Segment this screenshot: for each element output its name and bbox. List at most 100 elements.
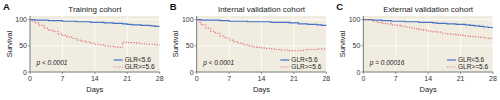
tick-mark — [28, 19, 30, 20]
tick-mark — [195, 19, 197, 20]
grid-line — [493, 16, 494, 72]
legend-label: GLR<5.6 — [125, 56, 152, 63]
tick-label: 28 — [489, 75, 497, 82]
tick-mark — [28, 72, 30, 73]
legend-swatch — [447, 59, 456, 60]
grid-line — [363, 19, 493, 20]
tick-mark — [229, 72, 230, 74]
legend: GLR<5.6GLR>=5.6 — [114, 56, 155, 70]
tick-label: 7 — [227, 75, 231, 82]
y-axis-line — [363, 16, 364, 72]
tick-mark — [428, 72, 429, 74]
tick-label: 14 — [91, 75, 99, 82]
annotation: p < 0.0001 — [202, 59, 234, 67]
panel-label: B — [170, 1, 177, 12]
legend-swatch — [114, 59, 123, 60]
step-line — [197, 20, 327, 26]
step-line — [197, 20, 327, 51]
tick-mark — [361, 19, 363, 20]
tick-label: 21 — [290, 75, 298, 82]
tick-label: 100 — [349, 16, 361, 23]
grid-line — [30, 45, 160, 46]
tick-mark — [196, 72, 197, 74]
series-group — [30, 20, 160, 48]
tick-mark — [94, 72, 95, 74]
plot-background — [197, 16, 327, 72]
legend: GLR<5.6GLR>=5.6 — [280, 56, 321, 70]
tick-mark — [261, 72, 262, 74]
step-line — [30, 20, 160, 48]
tick-label: 28 — [322, 75, 330, 82]
tick-label: 0 — [356, 69, 360, 76]
legend-swatch — [114, 66, 123, 67]
tick-label: 50 — [186, 42, 194, 49]
y-axis-line — [30, 16, 31, 72]
tick-label: 0 — [190, 69, 194, 76]
legend-label: GLR>=5.6 — [458, 63, 488, 70]
legend-swatch — [447, 66, 456, 67]
grid-line — [159, 16, 160, 72]
y-axis-label: Survival — [338, 30, 347, 57]
x-axis-label: Days — [420, 85, 437, 94]
legend: GLR<5.6GLR>=5.6 — [447, 56, 488, 70]
tick-mark — [361, 45, 363, 46]
grid-line — [363, 45, 493, 46]
tick-mark — [293, 72, 294, 74]
legend-label: GLR>=5.6 — [125, 63, 155, 70]
tick-mark — [195, 72, 197, 73]
tick-label: 100 — [15, 16, 27, 23]
legend-label: GLR<5.6 — [291, 56, 318, 63]
tick-label: 0 — [23, 69, 27, 76]
grid-line — [197, 45, 327, 46]
tick-mark — [30, 72, 31, 74]
legend-label: GLR<5.6 — [458, 56, 485, 63]
grid-line — [30, 19, 160, 20]
legend-label: GLR>=5.6 — [291, 63, 321, 70]
tick-label: 14 — [258, 75, 266, 82]
tick-label: 21 — [123, 75, 131, 82]
tick-label: 28 — [156, 75, 164, 82]
tick-mark — [363, 72, 364, 74]
tick-mark — [326, 72, 327, 74]
tick-label: 0 — [28, 75, 32, 82]
grid-line — [326, 16, 327, 72]
y-axis-label: Survival — [171, 30, 180, 57]
legend-swatch — [280, 66, 289, 67]
annotation: p = 0.00016 — [369, 59, 405, 67]
chart: 0 7 14 21 28 0 50 100 Days Survival Training cohor… — [0, 0, 500, 100]
tick-label: 50 — [353, 42, 361, 49]
tick-mark — [395, 72, 396, 74]
x-axis-label: Days — [253, 85, 270, 94]
tick-mark — [195, 45, 197, 46]
tick-label: 14 — [424, 75, 432, 82]
annotation: p < 0.0001 — [35, 59, 67, 67]
tick-mark — [159, 72, 160, 74]
y-axis-label: Survival — [5, 30, 14, 57]
grid-line — [261, 16, 262, 72]
panel: 07142128050100DaysSurvivalTraining cohor… — [3, 1, 164, 94]
tick-mark — [361, 72, 363, 73]
y-axis-line — [196, 16, 197, 72]
grid-line — [363, 16, 364, 72]
series-group — [363, 20, 493, 39]
tick-mark — [493, 72, 494, 74]
tick-mark — [62, 72, 63, 74]
series-group — [197, 20, 327, 51]
grid-line — [196, 16, 197, 72]
legend-swatch — [280, 59, 289, 60]
tick-label: 7 — [394, 75, 398, 82]
tick-mark — [460, 72, 461, 74]
tick-label: 0 — [195, 75, 199, 82]
title: Training cohort — [68, 5, 122, 14]
x-axis-label: Days — [86, 85, 103, 94]
plot-background — [30, 16, 160, 72]
panel-label: A — [3, 1, 10, 12]
title: External validation cohort — [383, 5, 474, 14]
panel: 07142128050100DaysSurvivalExternal valid… — [336, 1, 497, 94]
grid-line — [30, 16, 31, 72]
panel-label: C — [336, 1, 343, 12]
tick-mark — [127, 72, 128, 74]
title: Internal validation cohort — [218, 5, 306, 14]
tick-label: 0 — [361, 75, 365, 82]
plot-background — [363, 16, 493, 72]
